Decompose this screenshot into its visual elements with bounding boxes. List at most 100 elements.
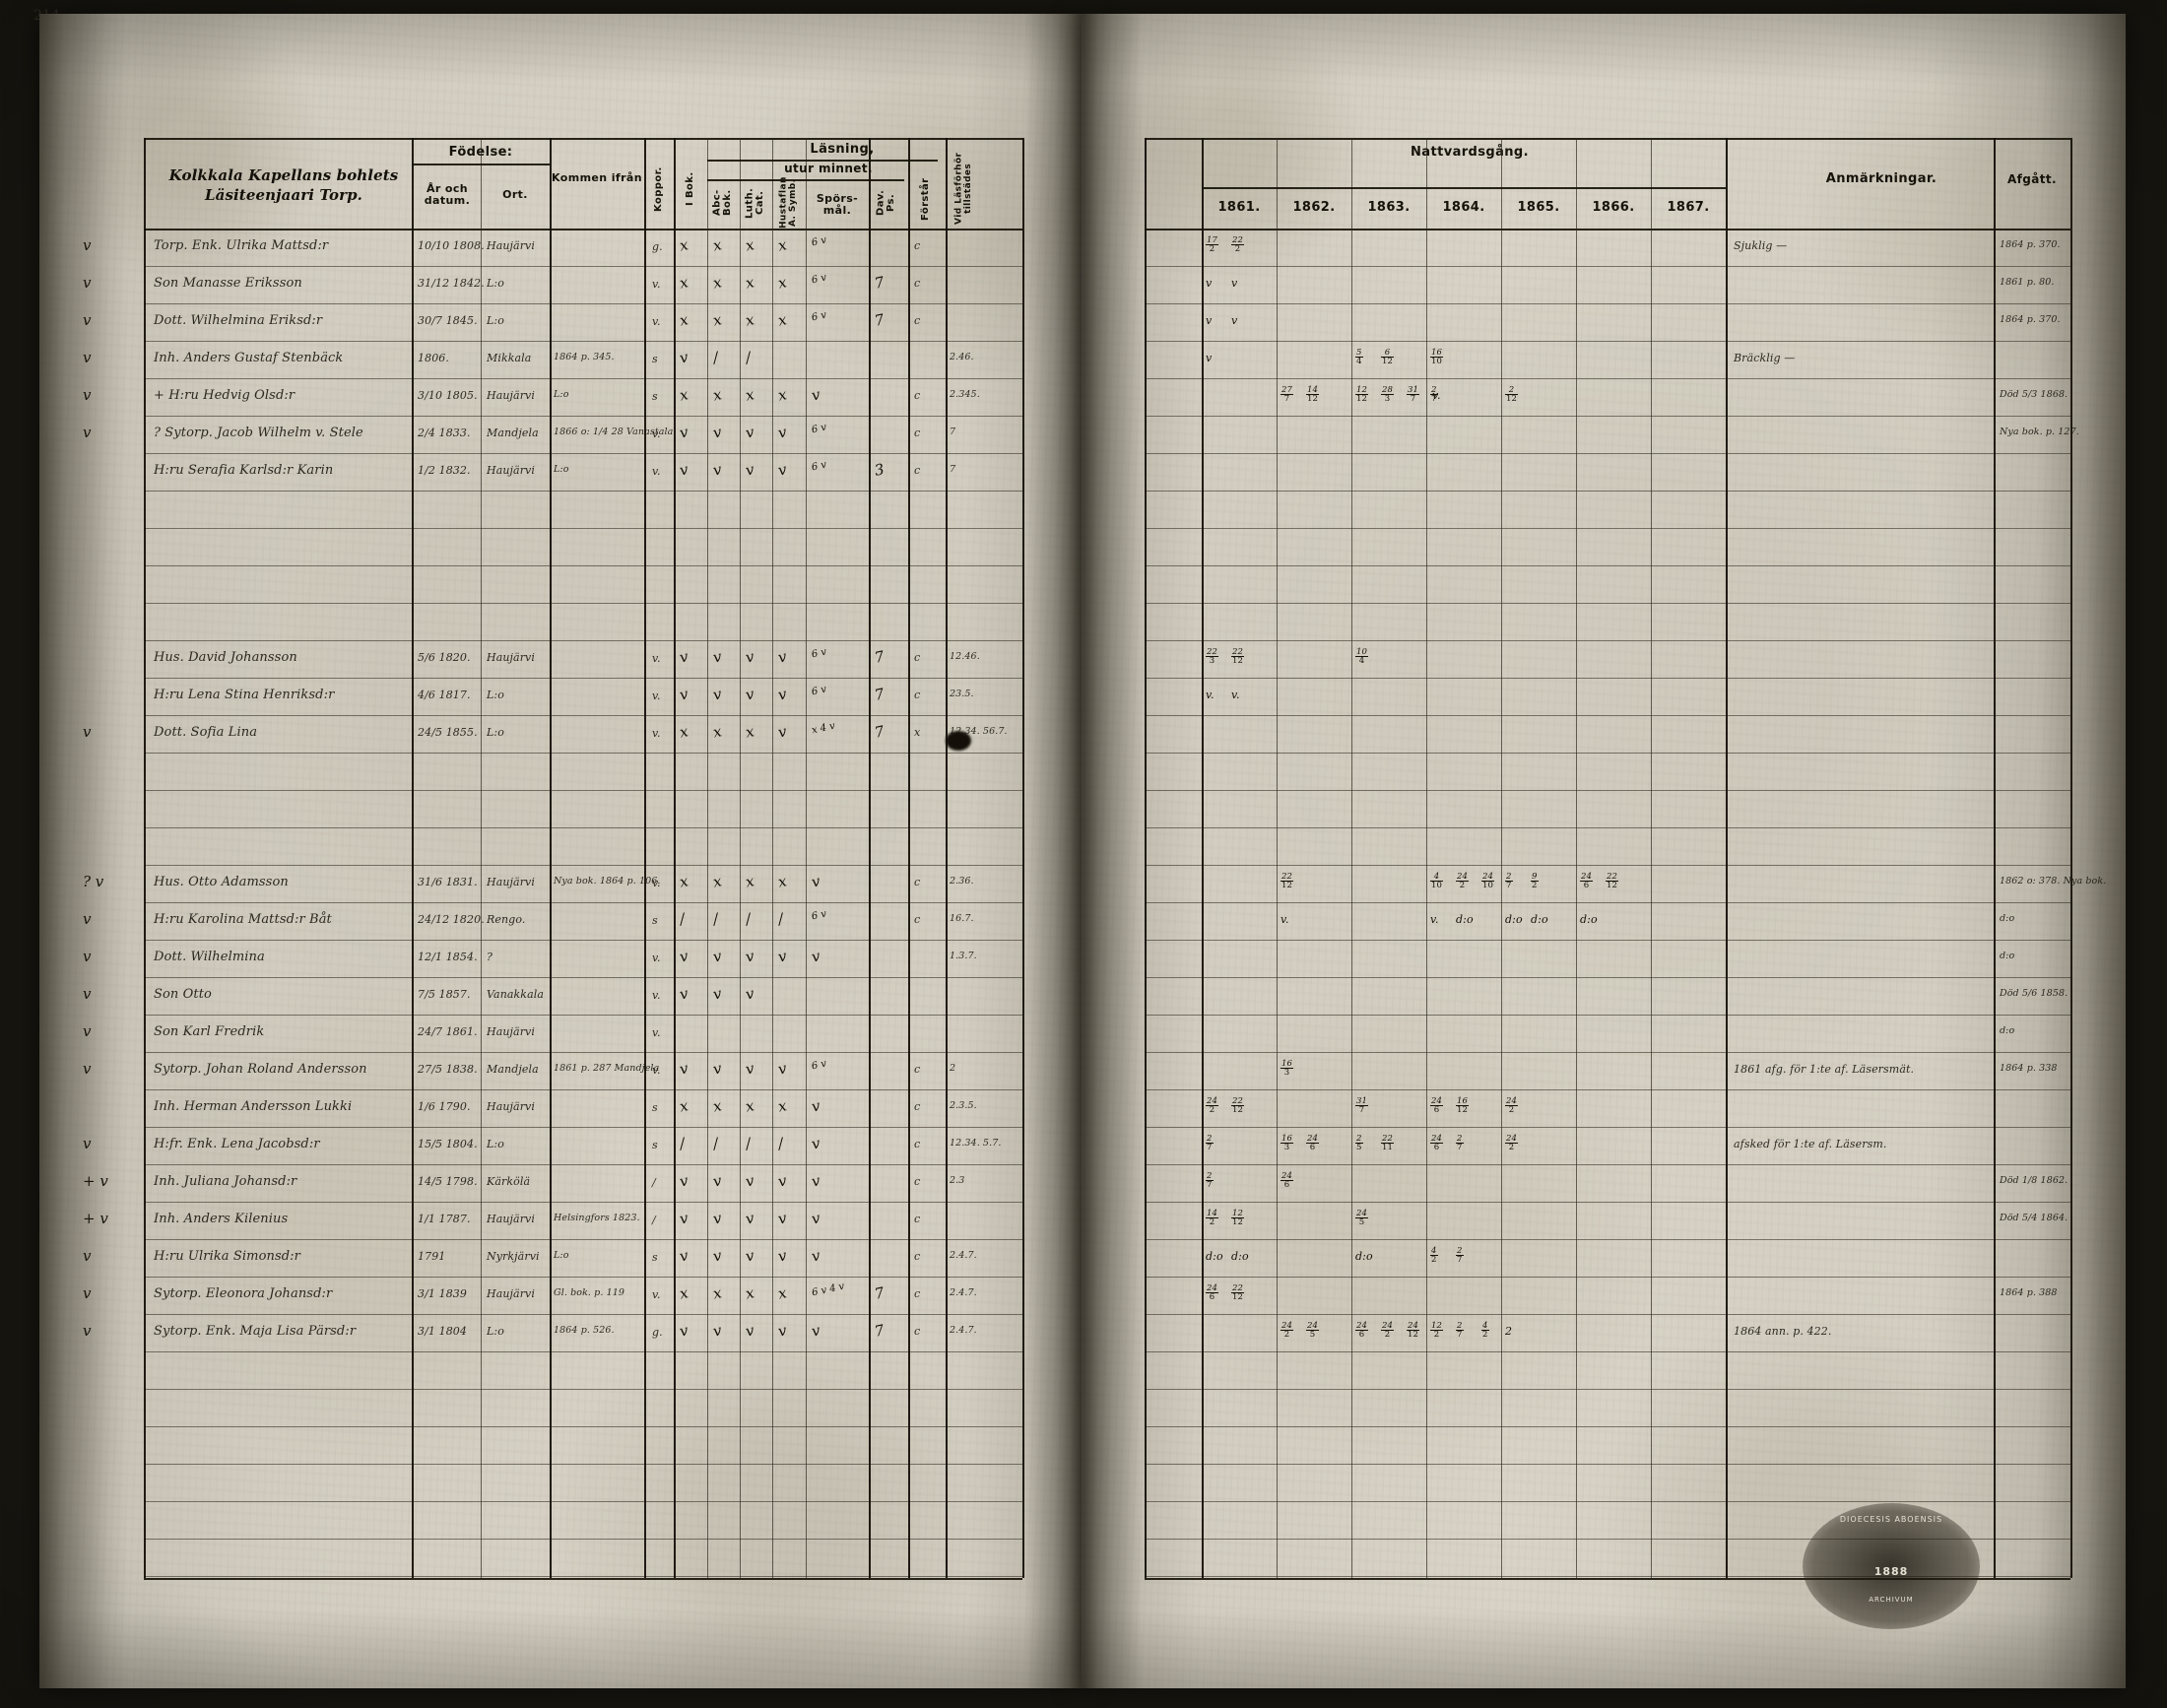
handwritten-entry: v.: [652, 877, 661, 889]
reading-skill-mark: v: [744, 1321, 756, 1341]
reading-skill-mark: v: [678, 1171, 690, 1191]
margin-checkmark: v: [83, 1060, 92, 1078]
reading-skill-mark: v: [810, 947, 822, 966]
reading-skill-mark: x: [678, 310, 690, 330]
reading-skill-mark: 6 v: [811, 234, 828, 249]
handwritten-entry: s: [652, 353, 658, 365]
table-rule: [144, 565, 1022, 566]
reading-skill-mark: v: [810, 1096, 822, 1116]
handwritten-entry: /: [652, 1214, 656, 1226]
handwritten-entry: Sytorp. Johan Roland Andersson: [154, 1062, 367, 1077]
table-rule: [144, 1576, 1022, 1577]
handwritten-entry: Helsingfors 1823.: [554, 1213, 640, 1223]
reading-skill-mark: v: [810, 872, 822, 891]
handwritten-date: 22 12: [1606, 871, 1619, 890]
handwritten-date: 22 12: [1231, 646, 1245, 666]
handwritten-entry: afsked för 1:te af. Läsersm.: [1734, 1138, 1887, 1150]
handwritten-date: 24 5: [1355, 1208, 1369, 1227]
reading-skill-mark: /: [744, 909, 753, 929]
handwritten-date: 2 12: [1505, 384, 1519, 404]
handwritten-entry: 2: [950, 1063, 956, 1074]
reading-skill-mark: v: [711, 1209, 724, 1228]
table-rule: [144, 378, 1022, 379]
handwritten-date: 4 10: [1430, 871, 1444, 890]
reading-skill-mark: x: [744, 1283, 756, 1303]
handwritten-date: v: [1206, 352, 1213, 364]
reading-skill-mark: v: [776, 647, 789, 667]
handwritten-date: 22 12: [1280, 871, 1294, 890]
reading-skill-mark: x: [776, 273, 789, 293]
handwritten-entry: 1806.: [418, 352, 449, 364]
table-column-divider: [1202, 138, 1204, 1578]
handwritten-entry: 12.34. 5.7.: [950, 1138, 1002, 1149]
handwritten-date: 24 6: [1430, 1133, 1444, 1152]
reading-skill-mark: 7: [873, 310, 886, 330]
table-rule: [1145, 1351, 2070, 1352]
margin-checkmark: v: [83, 386, 92, 404]
table-rule: [144, 640, 1022, 641]
handwritten-date: 24 5: [1306, 1320, 1320, 1340]
header-birth-year: År och datum.: [424, 182, 471, 207]
table-rule: [1145, 1389, 2070, 1390]
handwritten-entry: 2.4.7.: [950, 1287, 977, 1298]
reading-skill-mark: v: [711, 984, 724, 1004]
handwritten-date: d:o: [1231, 1250, 1249, 1263]
table-column-divider: [1277, 138, 1278, 1578]
table-rule: [1145, 603, 2070, 604]
handwritten-entry: Haujärvi: [487, 1025, 535, 1038]
communion-year-header-1867: 1867.: [1667, 200, 1710, 216]
handwritten-entry: 1862 o: 378. Nya bok.: [2000, 876, 2107, 887]
reading-skill-mark: x: [744, 385, 756, 405]
table-column-divider: [1576, 138, 1577, 1578]
handwritten-date: 12 12: [1231, 1208, 1245, 1227]
table-rule: [144, 1351, 1022, 1352]
table-rule: [1145, 1015, 2070, 1016]
handwritten-entry: Bräcklig —: [1734, 352, 1796, 364]
handwritten-entry: Död 1/8 1862.: [2000, 1175, 2068, 1186]
reading-skill-mark: x: [776, 235, 789, 255]
handwritten-entry: 10/10 1808.: [418, 239, 485, 252]
handwritten-entry: Vanakkala: [487, 988, 545, 1001]
reading-skill-mark: x: [711, 722, 724, 742]
header-abc-bok: Abc-Bok.: [711, 189, 734, 217]
handwritten-entry: g.: [652, 240, 663, 253]
table-rule: [144, 341, 1022, 342]
reading-skill-mark: x: [711, 273, 724, 293]
table-column-divider: [412, 138, 414, 1578]
reading-skill-mark: v: [711, 947, 724, 966]
handwritten-date: v: [1206, 314, 1213, 327]
reading-skill-mark: v: [678, 1246, 690, 1266]
handwritten-entry: Nyrkjärvi: [487, 1250, 540, 1263]
communion-year-header-1864: 1864.: [1442, 200, 1485, 216]
handwritten-entry: H:ru Serafia Karlsd:r Karin: [154, 463, 334, 478]
table-rule: [1145, 1539, 2070, 1540]
handwritten-entry: H:ru Ulrika Simonsd:r: [154, 1249, 300, 1264]
reading-skill-mark: v: [744, 947, 756, 966]
reading-skill-mark: v: [776, 1171, 789, 1191]
handwritten-entry: v.: [652, 1064, 661, 1077]
table-column-divider: [481, 138, 482, 1578]
header-i-bok: I Bok.: [684, 171, 695, 207]
reading-skill-mark: v: [678, 348, 690, 367]
handwritten-entry: 2.46.: [950, 352, 974, 362]
handwritten-entry: 1864 p. 345.: [554, 352, 615, 362]
handwritten-date: 22 12: [1231, 1095, 1245, 1115]
reading-skill-mark: v: [711, 1321, 724, 1341]
table-rule: [144, 1239, 1022, 1240]
table-column-divider: [740, 138, 741, 1578]
handwritten-entry: Dott. Sofia Lina: [154, 725, 258, 740]
handwritten-entry: 5/6 1820.: [418, 651, 471, 664]
reading-skill-mark: 3: [873, 460, 886, 480]
handwritten-entry: v.: [652, 465, 661, 478]
table-rule: [144, 1164, 1022, 1165]
table-column-divider: [144, 138, 146, 1578]
table-rule: [144, 977, 1022, 978]
reading-skill-mark: 6 v 4 v: [811, 1281, 846, 1299]
handwritten-entry: Son Manasse Eriksson: [154, 276, 302, 291]
